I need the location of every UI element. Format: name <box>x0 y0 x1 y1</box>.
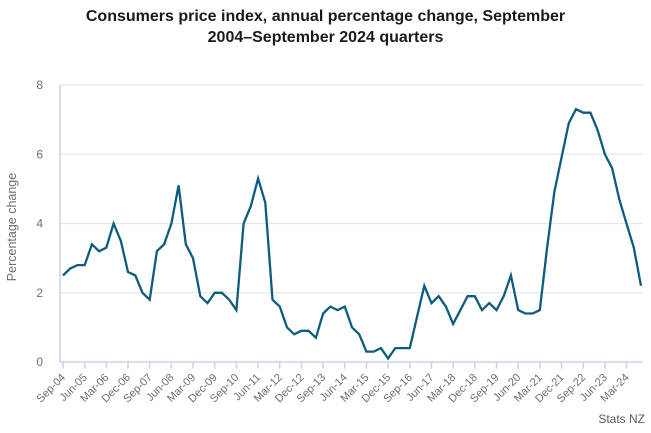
cpi-line-series <box>62 107 643 361</box>
y-tick-label: 0 <box>36 355 43 369</box>
chart-title: Consumers price index, annual percentage… <box>0 6 651 48</box>
chart-title-line-1: Consumers price index, annual percentage… <box>85 8 566 25</box>
cpi-line <box>62 107 643 361</box>
source-attribution: Stats NZ <box>598 412 645 426</box>
y-tick-label: 6 <box>36 147 43 161</box>
gridlines <box>60 84 643 294</box>
axes <box>59 85 643 369</box>
y-tick-label: 2 <box>36 286 43 300</box>
axis-labels: Sep-04Jun-05Mar-06Dec-06Sep-07Jun-08Mar-… <box>35 78 632 405</box>
y-axis-title: Percentage change <box>5 173 19 281</box>
chart-title-line-2: 2004–September 2024 quarters <box>207 29 444 46</box>
y-tick-label: 8 <box>36 78 43 92</box>
y-tick-label: 4 <box>36 217 43 231</box>
